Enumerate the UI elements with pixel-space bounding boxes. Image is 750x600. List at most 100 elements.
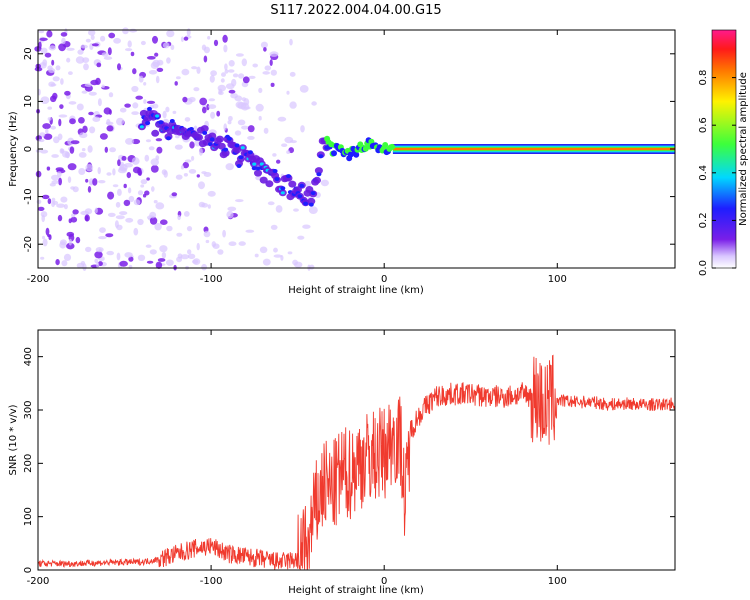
- noise-blob: [146, 260, 154, 264]
- noise-blob: [220, 78, 225, 83]
- transition-blob: [353, 151, 360, 158]
- y-tick-label: -10: [23, 188, 34, 204]
- ridge-blob: [307, 197, 316, 205]
- noise-blob: [128, 195, 135, 203]
- ridge-core: [188, 127, 194, 131]
- noise-blob: [143, 99, 147, 104]
- noise-blob: [124, 252, 133, 258]
- noise-blob: [172, 110, 177, 114]
- noise-blob: [117, 63, 121, 71]
- noise-blob: [131, 85, 139, 93]
- noise-blob: [293, 208, 299, 212]
- ridge-core: [299, 183, 305, 188]
- noise-blob: [41, 214, 45, 223]
- noise-blob: [297, 235, 305, 240]
- noise-blob: [48, 45, 56, 51]
- noise-blob: [84, 83, 92, 87]
- noise-blob: [59, 241, 67, 249]
- noise-blob: [154, 52, 159, 57]
- noise-blob: [153, 200, 158, 204]
- ridge-core: [286, 174, 291, 179]
- noise-blob: [39, 149, 49, 154]
- noise-blob: [85, 164, 94, 172]
- noise-blob: [124, 103, 131, 108]
- noise-blob: [47, 117, 52, 121]
- noise-blob: [180, 165, 185, 170]
- noise-blob: [59, 104, 64, 109]
- noise-blob: [38, 30, 45, 34]
- ridge-core: [308, 202, 314, 207]
- noise-blob: [146, 177, 150, 181]
- noise-blob: [56, 203, 65, 208]
- noise-blob: [174, 81, 178, 86]
- noise-blob: [48, 68, 56, 74]
- noise-blob: [188, 169, 197, 174]
- noise-blob: [264, 65, 272, 71]
- noise-blob: [156, 67, 164, 72]
- noise-blob: [166, 30, 175, 38]
- noise-blob: [63, 204, 68, 210]
- noise-blob: [51, 59, 55, 66]
- noise-blob: [85, 215, 89, 222]
- noise-blob: [270, 224, 278, 230]
- noise-blob: [51, 180, 59, 185]
- noise-blob: [166, 57, 171, 64]
- noise-blob: [100, 35, 106, 42]
- spectrogram-x-ticks: -200 -100 0 100: [27, 30, 567, 285]
- noise-blob: [159, 245, 168, 253]
- noise-blob: [60, 32, 68, 37]
- noise-blob: [40, 47, 48, 54]
- ridge-core: [158, 120, 164, 125]
- spectrogram-y-ticks: -20 -10 0 10 20: [23, 47, 675, 252]
- noise-blob: [218, 88, 223, 95]
- noise-blob: [262, 258, 271, 266]
- noise-blob: [61, 37, 66, 45]
- ridge-core: [255, 166, 261, 171]
- x-tick-label: 0: [381, 576, 387, 587]
- ridge-blob: [254, 169, 262, 177]
- noise-blob: [152, 103, 159, 109]
- noise-blob: [203, 46, 210, 54]
- ridge-peak: [259, 162, 264, 166]
- noise-blob: [188, 96, 196, 103]
- noise-blob: [63, 253, 72, 261]
- noise-blob: [273, 254, 282, 258]
- x-tick-label: 100: [548, 576, 567, 587]
- noise-blob: [182, 161, 189, 169]
- noise-blob: [137, 218, 144, 226]
- noise-blob: [96, 261, 100, 269]
- noise-blob: [205, 239, 210, 244]
- noise-blob: [131, 138, 141, 145]
- noise-blob: [115, 201, 121, 208]
- noise-blob: [148, 146, 155, 151]
- noise-blob: [78, 152, 87, 158]
- noise-blob: [174, 144, 183, 150]
- x-tick-label: -100: [200, 576, 223, 587]
- noise-blob: [99, 133, 108, 140]
- noise-blob: [87, 145, 93, 153]
- noise-blob: [300, 125, 305, 133]
- noise-blob: [234, 130, 242, 136]
- ridge-core: [247, 150, 253, 155]
- snr-series-line: [38, 354, 675, 570]
- noise-blob: [161, 252, 167, 259]
- noise-blob: [96, 62, 102, 68]
- noise-blob: [170, 44, 175, 50]
- noise-blob: [98, 236, 107, 240]
- noise-blob: [269, 51, 279, 57]
- noise-blob: [106, 250, 114, 256]
- noise-blob: [277, 116, 287, 122]
- tone-band: [392, 147, 675, 151]
- noise-blob: [149, 211, 157, 219]
- ridge-blob: [288, 180, 297, 188]
- noise-blob: [67, 163, 77, 171]
- noise-blob: [98, 180, 106, 184]
- noise-blob: [132, 166, 141, 174]
- noise-blob: [177, 253, 183, 259]
- noise-blob: [286, 150, 291, 155]
- noise-blob: [75, 236, 81, 244]
- noise-blob: [85, 38, 91, 43]
- y-tick-label: 0: [23, 146, 34, 152]
- noise-blob: [66, 231, 75, 237]
- ridge-core: [238, 155, 244, 160]
